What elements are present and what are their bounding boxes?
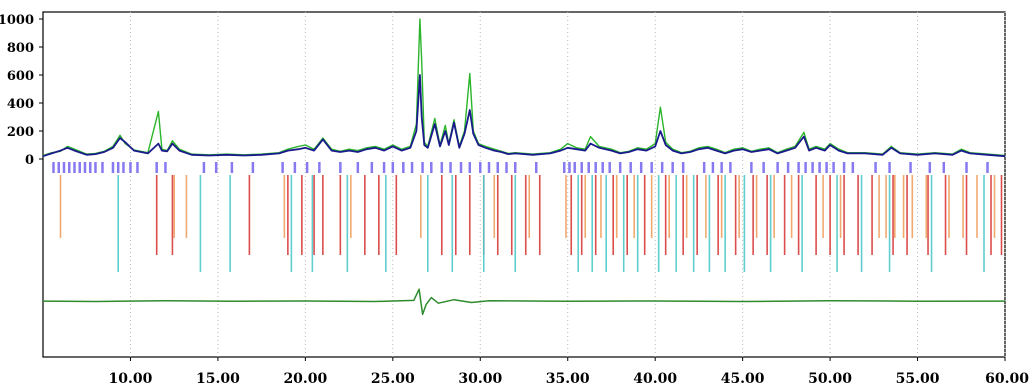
- difference-line: [42, 288, 1006, 316]
- x-tick-label: 35.00: [546, 371, 590, 387]
- x-tick-label: 15.00: [196, 371, 240, 387]
- x-tick-label: 25.00: [371, 371, 415, 387]
- y-tick-label: 400: [7, 97, 34, 112]
- y-tick-label: 1000: [0, 13, 34, 28]
- x-tick-label: 10.00: [109, 371, 153, 387]
- x-tick-label: 55.00: [896, 371, 940, 387]
- plot-frame: [42, 11, 1006, 358]
- x-tick-label: 60.00: [985, 371, 1029, 387]
- y-axis-tick-labels: 0 200 400 600 800 1000: [0, 13, 43, 168]
- x-tick-label: 50.00: [808, 371, 852, 387]
- x-tick-label: 45.00: [721, 371, 765, 387]
- vertical-grid-lines: [129, 12, 1006, 357]
- x-axis-tick-labels: 10.00 15.00 20.00 25.00 30.00 35.00 40.00 45.00…: [109, 357, 1029, 387]
- pattern-lines: [42, 18, 1006, 316]
- y-tick-label: 0: [25, 153, 34, 168]
- y-tick-label: 600: [7, 69, 34, 84]
- y-tick-label: 800: [7, 41, 34, 56]
- reflection-markers: [52, 162, 1003, 272]
- y-tick-label: 200: [7, 125, 34, 140]
- x-tick-label: 20.00: [283, 371, 327, 387]
- x-tick-label: 40.00: [633, 371, 677, 387]
- x-tick-label: 30.00: [458, 371, 502, 387]
- observed-line: [42, 74, 1006, 158]
